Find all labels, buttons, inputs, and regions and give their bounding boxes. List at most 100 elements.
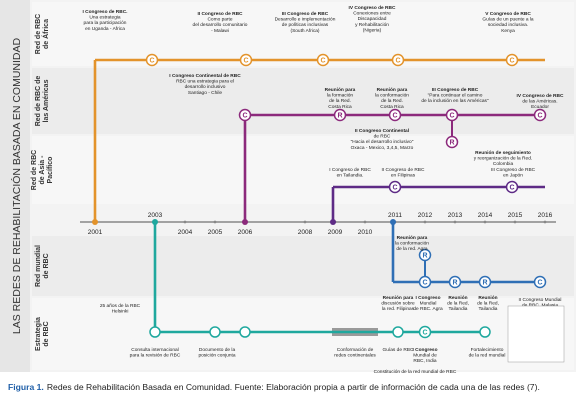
- event-text: Como parte: [207, 17, 232, 23]
- event-text: II Congreso Mundial: [519, 297, 562, 303]
- row-label: Red de RBC: [35, 14, 42, 54]
- event-text: de la inclusión en las Américas": [421, 98, 489, 104]
- row-start: [92, 219, 98, 225]
- event-text: II Congreso de RBC: [197, 11, 243, 17]
- event-text: posición conjunta: [198, 353, 235, 359]
- year-tick: [213, 220, 217, 224]
- row-label: Red de RBC de: [35, 76, 42, 127]
- event-dot: [479, 326, 491, 338]
- legend-box: [507, 305, 565, 363]
- event-node: [533, 275, 547, 289]
- vertical-title: LAS REDES DE REHABILITACIÓN BASADA EN CO…: [10, 37, 23, 334]
- content: 2001 2003 2004 2005 2006 2008 2009 2010 2011 2012…: [31, 2, 574, 375]
- event-text: V Congreso de RBC: [485, 11, 531, 17]
- event-text: para la participación: [84, 20, 127, 26]
- event-text: I Congreso de RBC.: [82, 9, 127, 15]
- event-text: de las Américas.: [522, 99, 557, 105]
- event-dot: [392, 326, 404, 338]
- event-node: [316, 53, 330, 67]
- event-node: [388, 108, 402, 122]
- event-dot: [149, 326, 161, 338]
- event-text: en Uganda - Africa: [85, 26, 125, 32]
- node-letter: C: [537, 112, 542, 119]
- event-node: [145, 53, 159, 67]
- event-text: de RBC: [374, 134, 391, 140]
- event-text: la conformación: [395, 241, 429, 247]
- row-label: de RBC: [43, 321, 50, 346]
- node-letter: C: [537, 279, 542, 286]
- node-letter: R: [482, 279, 487, 286]
- event-text: de RBC. Agra: [413, 306, 443, 312]
- event-text: Reunión para: [397, 235, 428, 241]
- year-tick: [453, 220, 457, 224]
- event-text: III Congreso de RBC: [491, 167, 536, 173]
- row-label: Estrategia: [35, 317, 42, 351]
- event-text: I Congreso Continental de RBC: [169, 73, 241, 79]
- node-letter: C: [395, 57, 400, 64]
- node-letter: R: [452, 279, 457, 286]
- event-text: y Rehabilitación: [355, 22, 389, 28]
- event-text: de la red. Agra: [396, 246, 428, 252]
- event-text: Kenya: [501, 28, 515, 34]
- event-text: Reunión: [478, 295, 497, 301]
- node-letter: C: [242, 112, 247, 119]
- event-text: (South Africa): [290, 28, 319, 34]
- event-text: Constitución de la red mundial de RBC: [374, 369, 457, 375]
- node-letter: R: [449, 139, 454, 146]
- event-text: Tailandia: [449, 306, 468, 312]
- event-text: III Congreso de RBC: [282, 11, 329, 17]
- event-text: Mundial de: [413, 353, 437, 359]
- event-text: Desarrollo e implementación: [275, 17, 336, 23]
- year-label: 2013: [448, 212, 463, 219]
- event-text: desarrollo inclusivo: [185, 84, 226, 90]
- year-label: 2010: [358, 229, 373, 236]
- event-dot: [209, 326, 221, 338]
- node-letter: C: [392, 184, 397, 191]
- event-dot: [239, 326, 251, 338]
- event-node: [448, 275, 462, 289]
- event-text: Conexiones entre: [353, 11, 391, 17]
- node-letter: C: [392, 112, 397, 119]
- event-text: Mundial: [420, 301, 437, 307]
- event-text: - Malawi: [211, 28, 229, 34]
- year-label: 2004: [178, 229, 193, 236]
- event-text: II Congreso Continental: [355, 128, 409, 134]
- year-tick: [303, 220, 307, 224]
- event-text: Consulta internacional: [131, 347, 178, 353]
- event-node: [505, 53, 519, 67]
- node-letter: C: [243, 57, 248, 64]
- event-text: Guías de RBC: [383, 347, 414, 353]
- event-text: I Congreso: [415, 295, 440, 301]
- year-label: 2015: [508, 212, 523, 219]
- year-tick: [183, 220, 187, 224]
- event-text: Costa Rica: [380, 104, 404, 110]
- event-text: Discapacidad: [358, 16, 387, 22]
- node-letter: C: [422, 329, 427, 336]
- node-letter: C: [320, 57, 325, 64]
- event-text: Reunión para: [383, 295, 414, 301]
- event-node: [391, 53, 405, 67]
- row-label: de Asia -: [39, 155, 46, 185]
- event-text: Reunión: [448, 295, 467, 301]
- event-node: [445, 135, 459, 149]
- row-start: [152, 219, 158, 225]
- event-text: de la Red.: [381, 98, 403, 104]
- event-text: III Congreso de RBC: [432, 87, 479, 93]
- event-text: de la red mundial: [469, 353, 506, 359]
- year-label: 2012: [418, 212, 433, 219]
- event-text: y reorganización de la Red.: [474, 156, 532, 162]
- row-label: de África: [41, 19, 50, 49]
- year-tick: [543, 220, 547, 224]
- caption: Figura 1. Redes de Rehabilitación Basada …: [8, 382, 540, 392]
- event-text: I Congreso de RBC: [329, 167, 371, 173]
- event-text: I Congreso: [412, 347, 437, 353]
- event-text: "Hacia el desarrollo inclusivo": [351, 139, 414, 145]
- event-text: Colombia: [493, 161, 514, 167]
- event-text: RBC, India: [413, 358, 437, 364]
- event-text: "Para continuar el camino: [428, 93, 483, 99]
- event-text: Helsinki: [112, 309, 129, 315]
- row-band: [32, 68, 574, 134]
- year-tick: [483, 220, 487, 224]
- caption-label: Figura 1.: [8, 382, 44, 392]
